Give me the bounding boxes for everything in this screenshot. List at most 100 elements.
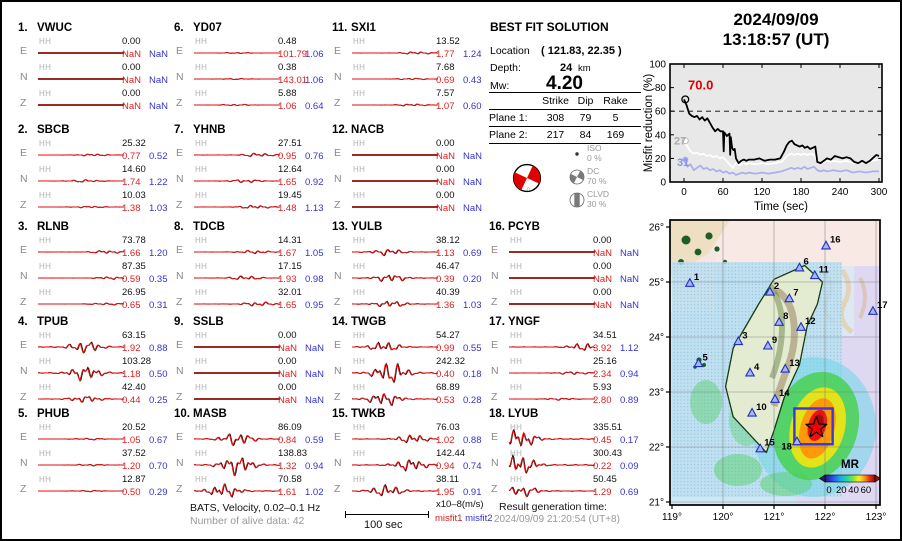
misfit1-value: 1.13 [436, 248, 455, 259]
station-number-label: 14 [779, 388, 790, 399]
component-label: Z [20, 296, 27, 308]
channel-label: HH [510, 288, 523, 297]
station-header: 7. YHNB [174, 124, 326, 136]
waveform-trace [508, 453, 596, 475]
component-label: E [20, 147, 28, 159]
peak-amplitude-value: 138.83 [278, 448, 308, 459]
map-lon-tick: 123° [866, 512, 887, 523]
misfit2-value: NaN [620, 248, 640, 259]
station-block: 17. YNGF E HH 34.51 3.92 1.12 N HH 25.16 2.34 0.94 Z… [489, 316, 641, 412]
trace-row-n: N HH 103.28 1.18 0.50 [18, 356, 170, 384]
misfit1-value: 0.40 [436, 369, 455, 380]
misfit2-value: 0.94 [305, 461, 324, 472]
waveform-trace [37, 250, 125, 254]
map-lat-tick: 22° [649, 443, 664, 454]
station-block: 2. SBCB E HH 25.32 0.77 0.52 N HH 14.60 1.74 1.22 Z H… [18, 124, 170, 220]
waveform-trace [37, 341, 125, 354]
peak-amplitude-value: 300.43 [593, 448, 623, 459]
svg-text:240: 240 [832, 187, 849, 198]
misfit2-value: 1.13 [305, 203, 324, 214]
waveform-trace [194, 372, 280, 374]
station-triangle-marker [755, 443, 766, 453]
alive-data-label: Number of alive data: 42 [190, 515, 305, 527]
component-label: Z [334, 483, 341, 495]
station-triangle-marker [820, 240, 832, 250]
waveform-trace [351, 103, 439, 107]
best-fit-solution-panel: BEST FIT SOLUTION Location ( 121.83, 22.… [489, 18, 642, 218]
misfit2-value: 0.55 [463, 343, 482, 354]
waveform-trace [193, 482, 281, 498]
peak-amplitude-value: 50.45 [593, 474, 617, 485]
misfit1-value: 1.48 [278, 203, 297, 214]
misfit1-value: 2.34 [593, 369, 612, 380]
station-header: 6. YD07 [174, 22, 326, 34]
waveform-trace [351, 248, 439, 257]
trace-row-n: N HH 87.35 0.59 0.35 [18, 261, 170, 289]
misfit-legend: misfit1 misfit2 [435, 513, 493, 524]
component-label: N [176, 173, 184, 185]
channel-label: HH [353, 139, 366, 148]
misfit2-value: NaN [149, 75, 169, 86]
station-header: 15. TWKB [332, 408, 484, 420]
misfit1-value: 0.69 [436, 75, 455, 86]
misfit1-value: 0.53 [436, 395, 455, 406]
station-name: PCYB [508, 221, 540, 233]
trace-row-n: N HH 0.38 143.01 1.06 [174, 62, 326, 90]
misfit2-value: 0.91 [463, 487, 482, 498]
channel-label: HH [353, 331, 366, 340]
station-triangle-marker [744, 367, 756, 377]
station-block: 12. NACB E HH 0.00 NaN NaN N HH 0.00 NaN NaN Z HH 0.00… [332, 124, 484, 220]
station-triangle-marker [762, 340, 774, 350]
station-header: 9. SSLB [174, 316, 326, 328]
depth-unit: km [578, 63, 591, 74]
channel-label: HH [353, 37, 366, 46]
trace-row-e: E HH 63.15 1.92 0.88 [18, 330, 170, 358]
station-number-label: 8 [783, 311, 788, 322]
misfit1-value: 1.93 [278, 274, 297, 285]
misfit1-value: 0.99 [436, 343, 455, 354]
misfit1-value: NaN [593, 274, 613, 285]
component-label: E [491, 244, 499, 256]
peak-amplitude-value: 0.00 [436, 164, 455, 175]
component-label: N [20, 457, 28, 469]
station-triangle-marker [809, 269, 820, 280]
misfit-series-alt-solution-1 [683, 140, 880, 169]
map-lat-tick: 25° [649, 278, 664, 289]
misfit2-value: 0.29 [149, 487, 168, 498]
trace-row-z: Z HH 7.57 1.07 0.60 [332, 88, 484, 116]
trace-row-z: Z HH 5.88 1.06 0.64 [174, 88, 326, 116]
peak-amplitude-value: 38.12 [436, 235, 460, 246]
station-block: 6. YD07 E HH 0.48 101.79 1.06 N HH 0.38 143.01 1.06… [174, 22, 326, 118]
misfit1-value: 0.22 [593, 461, 612, 472]
station-triangle-marker [693, 357, 704, 368]
misfit2-value: 1.22 [149, 177, 168, 188]
misfit2-value: 1.24 [463, 49, 482, 60]
trace-row-e: E HH 86.09 0.84 0.59 [174, 422, 326, 450]
station-name: PHUB [37, 408, 70, 420]
channel-label: HH [195, 331, 208, 340]
station-header: 11. SXI1 [332, 22, 484, 34]
station-triangle-marker [867, 305, 879, 315]
misfit2-value: 0.52 [149, 151, 168, 162]
station-number-label: 2 [774, 281, 779, 292]
station-header: 14. TWGB [332, 316, 484, 328]
misfit2-value: 0.20 [463, 274, 482, 285]
station-triangle-marker [733, 335, 744, 346]
svg-text:MR: MR [841, 459, 860, 471]
trace-row-n: N HH 0.00 NaN NaN [489, 261, 641, 289]
peak-amplitude-value: 87.35 [122, 261, 146, 272]
station-triangle-marker [791, 435, 803, 446]
clvd-beachball-icon [569, 192, 585, 208]
peak-amplitude-value: 12.64 [278, 164, 302, 175]
misfit2-value: 1.12 [620, 343, 639, 354]
misfit2-value: NaN [305, 369, 325, 380]
peak-amplitude-value: 0.00 [278, 356, 297, 367]
station-block: 9. SSLB E HH 0.00 NaN NaN N HH 0.00 NaN NaN Z HH 0.00 N… [174, 316, 326, 412]
misfit2-value: 0.18 [463, 369, 482, 380]
peak-amplitude-value: 0.00 [122, 62, 141, 73]
svg-text:0: 0 [660, 178, 666, 189]
mr-colorbar: MR 0 20 40 60 [818, 459, 882, 496]
station-name: TDCB [193, 221, 225, 233]
trace-row-z: Z HH 0.00 NaN NaN [18, 88, 170, 116]
